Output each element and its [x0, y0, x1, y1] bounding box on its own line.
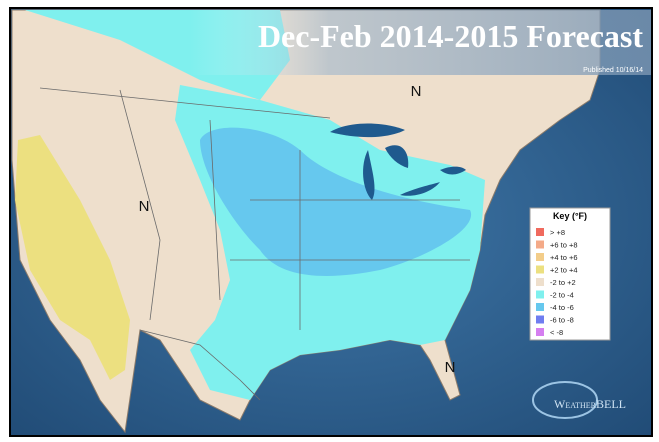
legend: Key (°F) > +8 +6 to +8 +4 to +6 +2 to +4 -2 …: [529, 207, 611, 341]
lake: [440, 166, 466, 175]
legend-swatch: [536, 315, 544, 324]
map-labels: N N N: [139, 83, 456, 376]
map-label: N: [411, 83, 422, 100]
border: [119, 89, 161, 321]
legend-label: -6 to -8: [550, 316, 574, 325]
legend-label: > +8: [550, 228, 565, 237]
legend-swatch: [536, 240, 544, 249]
legend-label: -2 to -4: [550, 291, 574, 300]
great-lakes: [330, 123, 466, 200]
legend-label: < -8: [550, 328, 563, 337]
legend-label: -2 to +2: [550, 278, 576, 287]
map-label: N: [139, 198, 150, 215]
legend-label: +6 to +8: [550, 241, 578, 250]
legend-label: -4 to -6: [550, 303, 574, 312]
lake: [363, 150, 375, 200]
title-banner: [190, 10, 651, 75]
legend-title: Key (°F): [553, 211, 587, 221]
lake: [330, 123, 405, 138]
lake: [385, 145, 409, 168]
colder-region: [200, 127, 472, 276]
border: [139, 329, 261, 401]
warm-region: [15, 135, 130, 380]
border: [209, 119, 470, 330]
legend-swatch: [536, 328, 544, 336]
legend-swatch: [536, 228, 544, 236]
legend-swatch: [536, 278, 544, 286]
legend-label: +4 to +6: [550, 253, 578, 262]
logo: WeatherBELL: [532, 381, 626, 419]
map-label: N: [445, 359, 456, 376]
published-date: Published 10/16/14: [583, 67, 643, 74]
lake: [400, 182, 440, 196]
legend-label: +2 to +4: [550, 266, 578, 275]
borders: [39, 87, 470, 401]
border: [39, 87, 331, 119]
logo-swirl: [532, 381, 598, 419]
logo-name: WeatherBELL: [554, 397, 626, 411]
legend-swatch: [536, 290, 544, 299]
legend-swatch: [536, 265, 544, 274]
legend-swatch: [536, 303, 544, 311]
title: Dec-Feb 2014-2015 Forecast: [258, 18, 643, 54]
legend-swatch: [536, 253, 544, 261]
